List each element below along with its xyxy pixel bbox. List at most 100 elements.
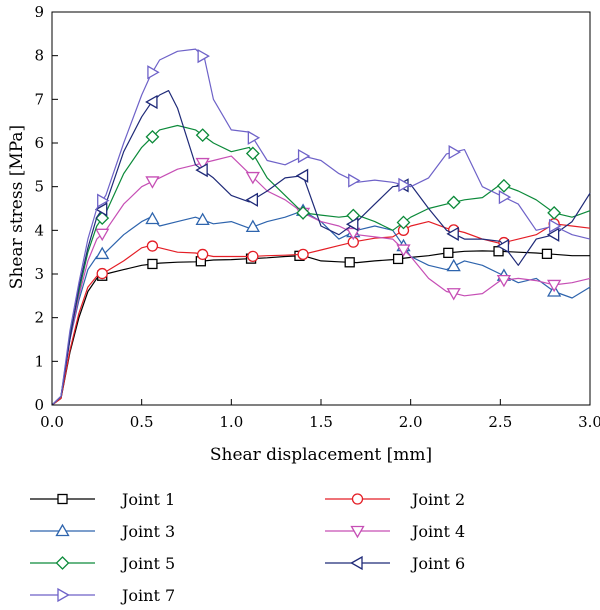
y-tick-label: 5 [34,178,44,196]
series-line-joint-5 [51,124,591,406]
y-tick-label: 6 [34,134,44,152]
x-tick-label: 1.5 [309,413,333,431]
data-point-joint-6 [245,192,259,207]
data-point-joint-5 [245,146,260,161]
data-point-joint-4 [396,244,411,257]
data-point-joint-4 [496,274,512,288]
legend-marker [57,493,68,505]
data-point-joint-2 [297,248,309,261]
x-tick-label: 0.0 [40,413,64,431]
data-point-joint-4 [195,157,210,171]
legend-marker [350,525,365,539]
data-point-joint-4 [145,176,160,189]
data-point-joint-7 [398,177,411,193]
data-point-joint-4 [346,227,361,241]
y-tick-label: 4 [34,221,44,239]
data-point-joint-7 [297,148,311,164]
legend-item-joint-1: Joint 1 [30,490,175,509]
data-point-joint-5 [396,215,411,230]
data-point-joint-4 [245,171,260,185]
data-point-joint-5 [145,129,160,144]
data-point-joint-7 [97,193,110,208]
data-point-joint-6 [195,162,208,178]
legend-label: Joint 2 [410,490,465,509]
series-line-joint-7 [51,48,591,406]
data-point-joint-2 [146,240,159,252]
legend-label: Joint 5 [120,554,175,573]
data-point-joint-5 [547,205,562,220]
legend-marker [351,493,364,505]
data-point-joint-6 [546,227,560,242]
series-line-joint-6 [51,90,591,406]
series-joint-6 [51,90,591,406]
data-point-joint-6 [345,217,359,232]
data-point-joint-5 [195,128,210,143]
data-point-joint-2 [196,248,209,261]
y-tick-label: 2 [34,309,44,327]
data-point-joint-4 [95,228,110,242]
y-tick-label: 8 [34,47,44,65]
legend-marker [55,556,70,570]
data-point-joint-7 [498,190,512,205]
data-point-joint-1 [392,253,404,265]
series-line-joint-2 [51,221,591,406]
data-point-joint-7 [348,173,361,188]
data-point-joint-4 [547,279,562,293]
y-axis-label: Shear stress [MPa] [7,125,27,289]
data-point-joint-5 [446,195,461,210]
legend-item-joint-5: Joint 5 [30,554,175,573]
series-joint-7 [51,48,591,406]
y-tick-label: 9 [34,3,44,21]
plot-border [51,11,591,406]
data-point-joint-3 [95,246,110,260]
series-joint-2 [51,218,591,406]
data-point-joint-5 [296,205,310,220]
data-point-joint-7 [548,218,562,234]
y-tick-label: 3 [34,265,44,283]
data-point-joint-1 [443,247,454,259]
legend-label: Joint 7 [120,586,175,605]
data-point-joint-6 [295,168,309,183]
data-point-joint-7 [147,65,160,80]
data-point-joint-3 [195,212,210,226]
x-tick-label: 2.5 [488,413,512,431]
x-tick-label: 2.0 [399,413,423,431]
legend-item-joint-7: Joint 7 [30,586,175,605]
series-layer [51,48,591,406]
data-point-joint-3 [145,211,160,225]
legend: Joint 1 Joint 2 Joint 3 Joint 4 Joint 5 Joint… [30,490,465,605]
data-point-joint-6 [496,238,510,254]
series-joint-3 [51,203,591,406]
axes-layer: 0.0 0.5 1.0 1.5 2.0 2.5 3.0 0 1 2 3 4 5 6 7 8 9 [34,3,600,431]
series-joint-1 [51,246,590,406]
series-line-joint-3 [51,210,591,406]
y-tick-label: 7 [34,90,44,108]
legend-marker [350,555,363,571]
x-axis-label: Shear displacement [mm] [210,445,432,465]
data-point-joint-4 [446,288,461,301]
x-tick-label: 0.5 [130,413,154,431]
x-tick-label: 3.0 [578,413,600,431]
data-point-joint-6 [446,226,459,241]
legend-label: Joint 4 [410,522,465,541]
data-point-joint-7 [197,48,210,64]
data-point-joint-7 [448,145,462,160]
x-tick-label: 1.0 [219,413,243,431]
legend-marker [55,523,70,537]
y-tick-label: 1 [34,352,44,370]
data-point-joint-6 [145,94,158,110]
data-point-joint-6 [94,202,108,217]
series-line-joint-1 [51,250,590,406]
data-point-joint-2 [247,250,259,263]
legend-item-joint-3: Joint 3 [30,522,175,541]
series-joint-5 [51,124,591,406]
y-tick-label: 0 [34,396,44,414]
legend-item-joint-2: Joint 2 [325,490,465,509]
data-point-joint-3 [245,219,260,232]
data-point-joint-7 [247,130,261,145]
legend-item-joint-4: Joint 4 [325,522,465,541]
data-point-joint-2 [96,267,108,280]
data-point-joint-1 [541,248,553,259]
legend-item-joint-6: Joint 6 [325,554,465,573]
